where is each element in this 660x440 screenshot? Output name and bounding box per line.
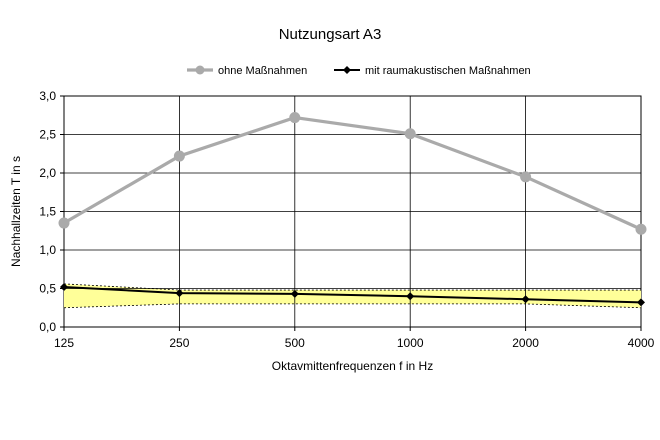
data-point-0-4 [520,171,532,183]
y-tick-label: 2,5 [39,128,56,142]
x-tick-label: 4000 [628,336,655,350]
series-group [58,112,647,307]
y-tick-label: 0,5 [39,282,56,296]
legend: ohne Maßnahmen mit raumakustischen Maßnah… [187,65,531,77]
y-axis-ticks: 0,0 0,5 1,0 1,5 2,0 2,5 3,0 [39,89,64,334]
x-axis-label: Oktavmittenfrequenzen f in Hz [272,359,433,373]
x-tick-label: 500 [285,336,305,350]
series-line-1 [63,285,642,304]
legend-label-0: ohne Maßnahmen [218,65,307,77]
data-point-0-5 [635,223,647,235]
data-point-0-2 [289,112,301,124]
x-tick-label: 250 [169,336,189,350]
y-tick-label: 3,0 [39,89,56,103]
data-point-1-2 [290,289,299,298]
chart-title: Nutzungsart A3 [279,26,382,43]
legend-marker-0 [195,65,205,75]
tolerance-lower-line [63,303,642,309]
x-tick-label: 2000 [512,336,539,350]
x-tick-label: 1000 [397,336,424,350]
x-tick-label: 125 [54,336,74,350]
legend-label-1: mit raumakustischen Maßnahmen [365,65,531,77]
y-tick-label: 1,0 [39,243,56,257]
y-tick-label: 1,5 [39,205,56,219]
data-point-0-3 [404,128,416,140]
data-point-1-4 [521,295,530,304]
data-point-1-1 [175,289,184,298]
y-axis-label: Nachhallzeiten T in s [9,156,23,267]
grid-lines [64,96,641,327]
data-point-0-0 [58,217,70,229]
data-point-1-5 [637,298,645,307]
data-point-0-1 [173,150,185,162]
x-axis-ticks: 125 250 500 1000 2000 4000 [54,327,655,350]
y-tick-label: 2,0 [39,166,56,180]
legend-marker-1 [343,66,351,74]
series-line-0 [63,115,642,231]
data-point-1-3 [406,292,415,301]
y-tick-label: 0,0 [39,320,56,334]
tolerance-upper-line [63,283,641,291]
